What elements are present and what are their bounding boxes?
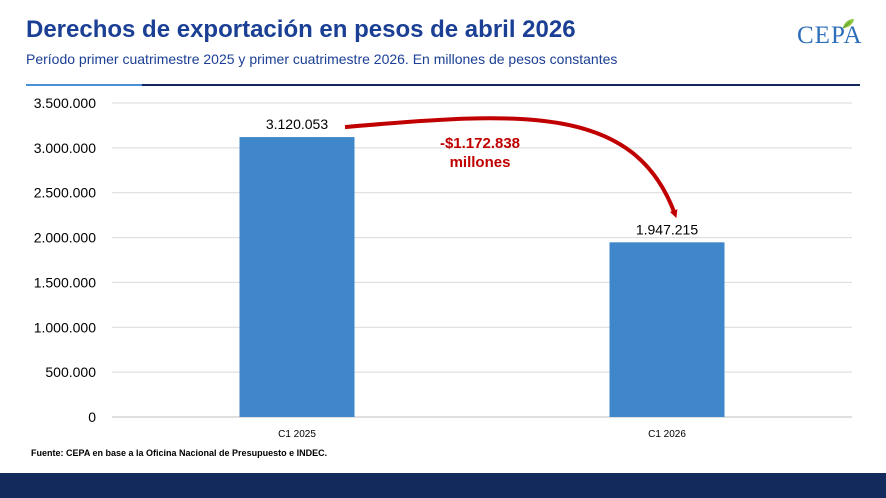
- y-tick-label: 3.500.000: [34, 95, 96, 111]
- x-tick-label: C1 2026: [648, 429, 686, 440]
- x-tick-label: C1 2025: [278, 429, 316, 440]
- page-subtitle: Período primer cuatrimestre 2025 y prime…: [26, 51, 618, 67]
- y-tick-label: 2.000.000: [34, 230, 96, 246]
- leaf-icon: [842, 19, 854, 29]
- y-tick-label: 3.000.000: [34, 140, 96, 156]
- y-tick-label: 1.000.000: [34, 319, 96, 335]
- bar: [239, 137, 355, 417]
- source-note: Fuente: CEPA en base a la Oficina Nacion…: [31, 448, 328, 458]
- bar: [609, 242, 725, 417]
- bar-chart: 0 500.000 1.000.000 1.500.000 2.000.000 2.500…: [34, 95, 852, 440]
- cepa-logo: CEPA: [797, 19, 867, 54]
- header-rule: [142, 84, 860, 86]
- data-label: 3.120.053: [266, 116, 328, 132]
- data-label: 1.947.215: [636, 221, 698, 237]
- y-tick-label: 1.500.000: [34, 274, 96, 290]
- logo-text: CEPA: [797, 22, 863, 49]
- change-annotation-unit: millones: [450, 154, 511, 171]
- footer-bar: [0, 473, 886, 498]
- y-tick-label: 0: [88, 409, 96, 425]
- y-tick-label: 2.500.000: [34, 185, 96, 201]
- change-annotation-value: -$1.172.838: [440, 135, 520, 152]
- page-title: Derechos de exportación en pesos de abri…: [26, 16, 576, 43]
- change-arrow: [344, 116, 678, 219]
- header-rule-accent: [26, 84, 142, 86]
- y-tick-label: 500.000: [45, 364, 96, 380]
